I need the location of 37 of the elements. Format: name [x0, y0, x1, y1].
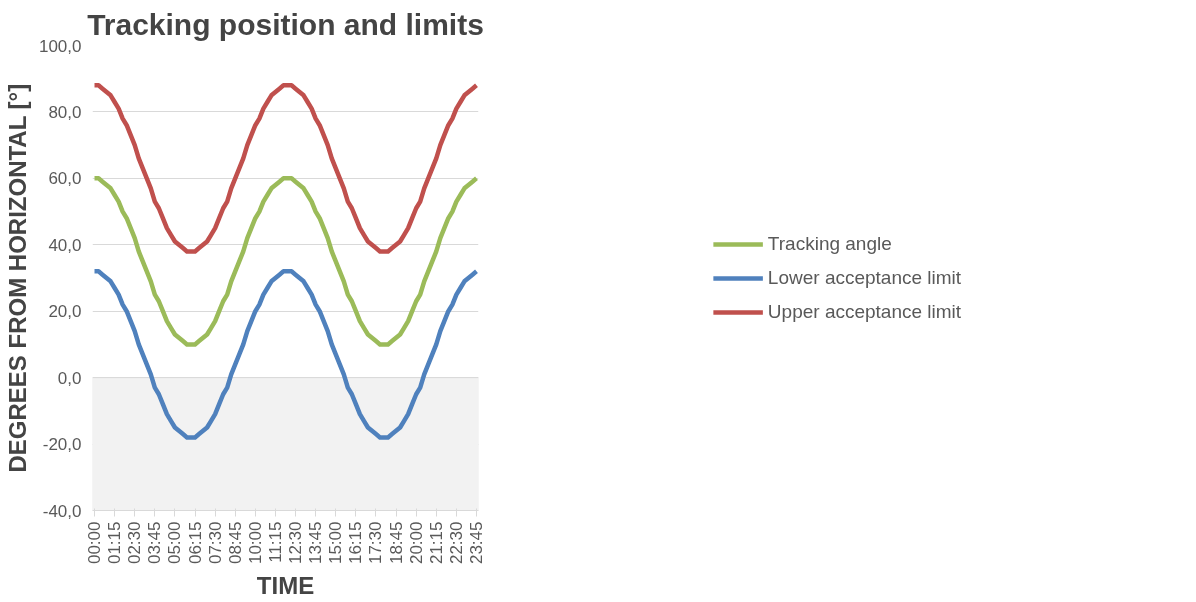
y-tick-label: -40,0 [42, 501, 82, 521]
x-tick-label: 00:00 [85, 521, 105, 565]
x-tick-label: 05:00 [165, 521, 185, 565]
x-tick-label: 07:30 [205, 521, 225, 565]
line-series [92, 176, 479, 347]
line-series [92, 83, 479, 254]
x-tick-label: 15:00 [326, 521, 346, 565]
legend-label: Tracking angle [767, 232, 892, 255]
y-tick-label: 60,0 [48, 169, 82, 189]
legend-label: Upper acceptance limit [767, 300, 962, 323]
x-tick-label: 23:45 [466, 521, 486, 565]
x-tick-label: 03:45 [145, 521, 165, 565]
x-tick-label: 01:15 [105, 521, 125, 565]
y-tick-label: 80,0 [48, 102, 82, 122]
legend-label: Lower acceptance limit [767, 266, 962, 289]
x-tick-label: 18:45 [386, 521, 406, 565]
x-axis-title: TIME [256, 572, 315, 600]
x-tick-label: 11:15 [265, 521, 285, 563]
y-tick-label: 40,0 [48, 235, 82, 255]
x-tick-label: 02:30 [125, 521, 145, 565]
y-tick-label: 20,0 [48, 302, 82, 322]
x-tick-label: 21:15 [426, 521, 446, 565]
y-tick-label: -20,0 [42, 435, 82, 455]
x-tick-label: 13:45 [306, 521, 326, 565]
y-tick-label: 0,0 [57, 368, 82, 388]
x-tick-label: 08:45 [225, 521, 245, 565]
y-axis-title: DEGREES FROM HORIZONTAL [°] [3, 83, 31, 473]
line-series [92, 269, 479, 440]
y-tick-label: 100,0 [38, 36, 82, 56]
x-tick-label: 10:00 [245, 521, 265, 565]
x-tick-label: 22:30 [446, 521, 466, 565]
x-tick-label: 16:15 [346, 521, 366, 565]
x-tick-label: 06:15 [185, 521, 205, 565]
x-tick-label: 20:00 [406, 521, 426, 565]
x-tick-label: 17:30 [366, 521, 386, 565]
chart-title: Tracking position and limits [87, 7, 484, 41]
x-tick-label: 12:30 [286, 521, 306, 565]
